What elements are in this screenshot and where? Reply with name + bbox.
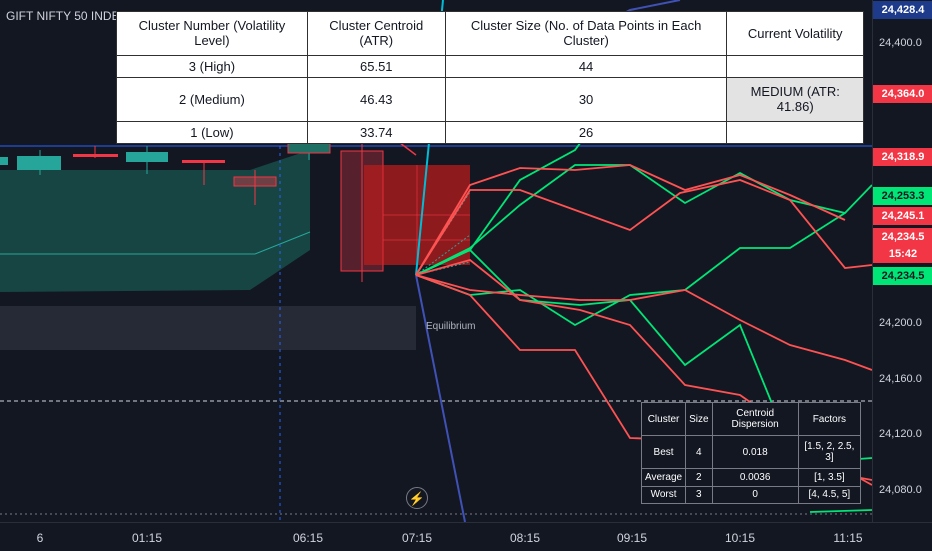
centroid-cell: 65.51 [306,54,446,78]
candle [17,156,61,170]
size-cell: 44 [444,54,728,78]
candle [126,152,168,162]
factors-table-header: Cluster Size Centroid Dispersion Factors [640,401,862,437]
price-tag: 24,245.1 [873,207,932,225]
size-cell: 3 [685,485,713,505]
time-tick: 10:15 [724,531,756,545]
price-tag: 24,318.9 [873,148,932,166]
size-cell: 4 [685,435,713,470]
time-tick: 08:15 [509,531,541,545]
header-dispersion: Centroid Dispersion [711,401,799,437]
purple-diagonal-line [415,274,466,522]
teal-trend-fill [0,150,310,292]
header-cluster-centroid: Cluster Centroid (ATR) [306,11,446,56]
price-tag: 24,234.5 [873,267,932,285]
size-cell: 30 [444,76,728,122]
header-cluster-number: Cluster Number (Volatility Level) [116,11,308,56]
price-tag: 24,234.5 [873,228,932,246]
table-row: Best 4 0.018 [1.5, 2, 2.5, 3] [640,435,862,470]
table-row: 3 (High) 65.51 44 [116,54,864,78]
table-row: Average 2 0.0036 [1, 3.5] [640,468,862,487]
price-tick: 24,080.0 [879,484,922,496]
price-tick: 24,400.0 [879,37,922,49]
header-cluster-size: Cluster Size (No. of Data Points in Each… [444,11,728,56]
time-tick: 01:15 [131,531,163,545]
candle [182,160,225,163]
time-tick: 6 [36,531,44,545]
dispersion-cell: 0.0036 [711,468,799,487]
cluster-table: Cluster Number (Volatility Level) Cluste… [116,11,864,145]
price-tick: 24,200.0 [879,317,922,329]
lightning-icon[interactable]: ⚡ [406,487,428,509]
header-cluster: Cluster [640,401,687,437]
equilibrium-label: Equilibrium [426,321,476,332]
time-tick: 06:15 [292,531,324,545]
factors-cell: [1.5, 2, 2.5, 3] [797,435,862,470]
candle [233,176,277,187]
price-axis[interactable]: 24,400.0 24,200.0 24,160.0 24,120.0 24,0… [872,0,932,522]
time-tick: 09:15 [616,531,648,545]
teal-trend-line-2 [254,231,311,255]
header-factors: Factors [797,401,862,437]
cluster-cell: Average [640,468,687,487]
factors-table: Cluster Size Centroid Dispersion Factors… [640,401,862,505]
factors-cell: [1, 3.5] [797,468,862,487]
table-row: 1 (Low) 33.74 26 [116,120,864,145]
current-volatility-cell: MEDIUM (ATR: 41.86) [726,76,864,122]
dispersion-cell: 0.018 [711,435,799,470]
gray-range-band [0,306,416,350]
cluster-number-cell: 3 (High) [116,54,308,78]
cluster-number-cell: 1 (Low) [116,120,308,145]
price-tick: 24,120.0 [879,428,922,440]
volatility-cell [726,120,864,145]
size-cell: 26 [444,120,728,145]
cluster-cell: Best [640,435,687,470]
table-row: 2 (Medium) 46.43 30 MEDIUM (ATR: 41.86) [116,76,864,122]
price-tag: 24,428.4 [873,1,932,19]
price-tag: 24,364.0 [873,85,932,103]
candle [0,157,8,165]
price-tag: 15:42 [873,245,932,263]
candle [73,154,118,157]
volatility-cell [726,54,864,78]
size-cell: 2 [685,468,713,487]
cluster-table-header: Cluster Number (Volatility Level) Cluste… [116,11,864,56]
price-tick: 24,160.0 [879,373,922,385]
time-tick: 11:15 [833,531,863,545]
time-axis[interactable]: 6 01:15 06:15 07:15 08:15 09:15 10:15 11… [0,522,932,551]
time-tick: 07:15 [401,531,433,545]
cluster-number-cell: 2 (Medium) [116,76,308,122]
cluster-cell: Worst [640,485,687,505]
table-row: Worst 3 0 [4, 4.5, 5] [640,485,862,505]
header-size: Size [685,401,713,437]
header-current-volatility: Current Volatility [726,11,864,56]
factors-cell: [4, 4.5, 5] [797,485,862,505]
centroid-cell: 46.43 [306,76,446,122]
price-tag: 24,253.3 [873,187,932,205]
dispersion-cell: 0 [711,485,799,505]
centroid-cell: 33.74 [306,120,446,145]
